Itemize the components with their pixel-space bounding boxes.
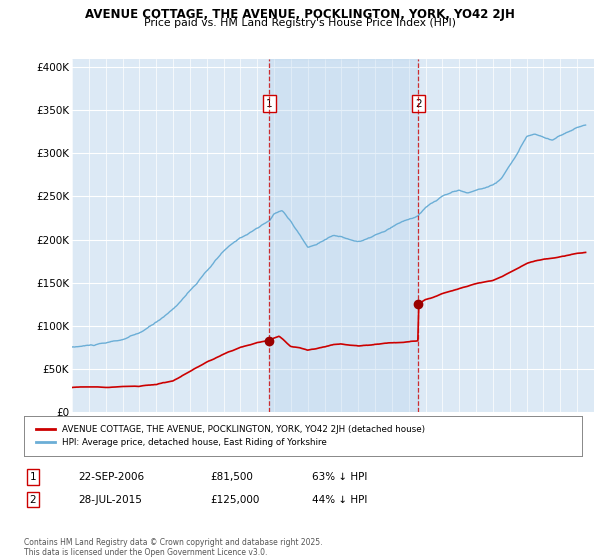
Text: £81,500: £81,500: [210, 472, 253, 482]
Text: 1: 1: [29, 472, 37, 482]
Text: 22-SEP-2006: 22-SEP-2006: [78, 472, 144, 482]
Legend: AVENUE COTTAGE, THE AVENUE, POCKLINGTON, YORK, YO42 2JH (detached house), HPI: A: AVENUE COTTAGE, THE AVENUE, POCKLINGTON,…: [31, 421, 429, 451]
Text: Contains HM Land Registry data © Crown copyright and database right 2025.
This d: Contains HM Land Registry data © Crown c…: [24, 538, 323, 557]
Text: 44% ↓ HPI: 44% ↓ HPI: [312, 494, 367, 505]
Text: Price paid vs. HM Land Registry's House Price Index (HPI): Price paid vs. HM Land Registry's House …: [144, 18, 456, 29]
Text: AVENUE COTTAGE, THE AVENUE, POCKLINGTON, YORK, YO42 2JH: AVENUE COTTAGE, THE AVENUE, POCKLINGTON,…: [85, 8, 515, 21]
Text: 2: 2: [415, 99, 422, 109]
Text: £125,000: £125,000: [210, 494, 259, 505]
Bar: [269, 59, 418, 412]
Text: 63% ↓ HPI: 63% ↓ HPI: [312, 472, 367, 482]
Text: 2: 2: [29, 494, 37, 505]
Text: 28-JUL-2015: 28-JUL-2015: [78, 494, 142, 505]
Text: 1: 1: [266, 99, 272, 109]
